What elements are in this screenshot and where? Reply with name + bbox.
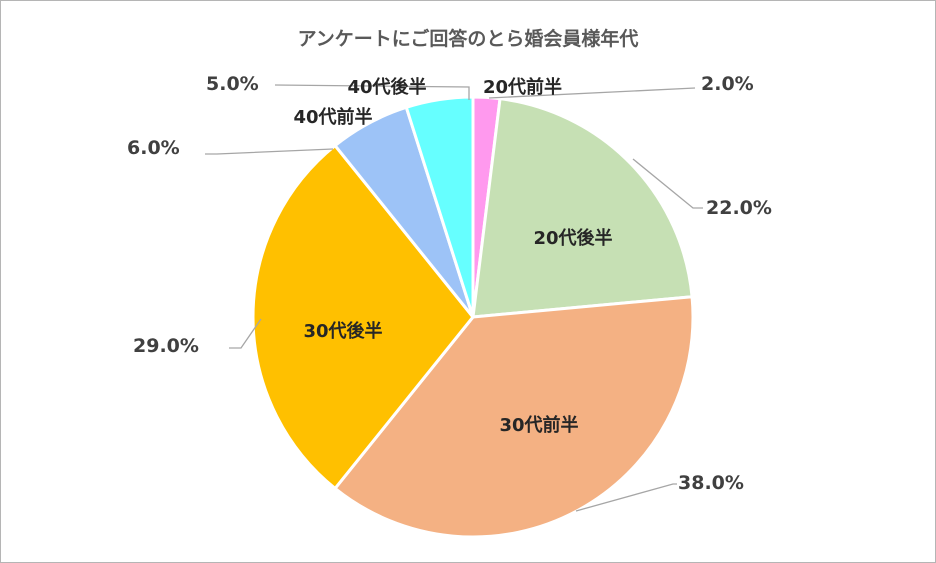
leader-line-4 — [229, 318, 262, 349]
category-label-2: 20代後半 — [533, 227, 612, 249]
leader-line-5 — [205, 148, 334, 155]
percent-label-2: 22.0% — [706, 197, 772, 219]
category-label-1: 20代前半 — [483, 76, 562, 98]
percent-label-4: 29.0% — [133, 335, 199, 357]
percent-label-6: 5.0% — [206, 73, 259, 95]
category-label-5: 40代前半 — [293, 106, 372, 128]
leader-line-6 — [274, 84, 470, 100]
category-label-6: 40代後半 — [347, 76, 426, 98]
leader-line-1 — [488, 87, 696, 99]
leader-line-2 — [632, 158, 703, 209]
leader-line-3 — [575, 483, 677, 512]
chart-title: アンケートにご回答のとら婚会員様年代 — [298, 27, 639, 50]
percent-label-5: 6.0% — [127, 137, 180, 159]
percent-label-3: 38.0% — [678, 472, 744, 494]
pie-slice-4 — [251, 144, 475, 490]
pie-slice-6 — [404, 95, 475, 319]
percent-label-1: 2.0% — [701, 73, 754, 95]
pie-slice-2 — [471, 97, 694, 319]
category-label-3: 30代前半 — [499, 414, 578, 436]
category-label-4: 30代後半 — [303, 320, 382, 342]
